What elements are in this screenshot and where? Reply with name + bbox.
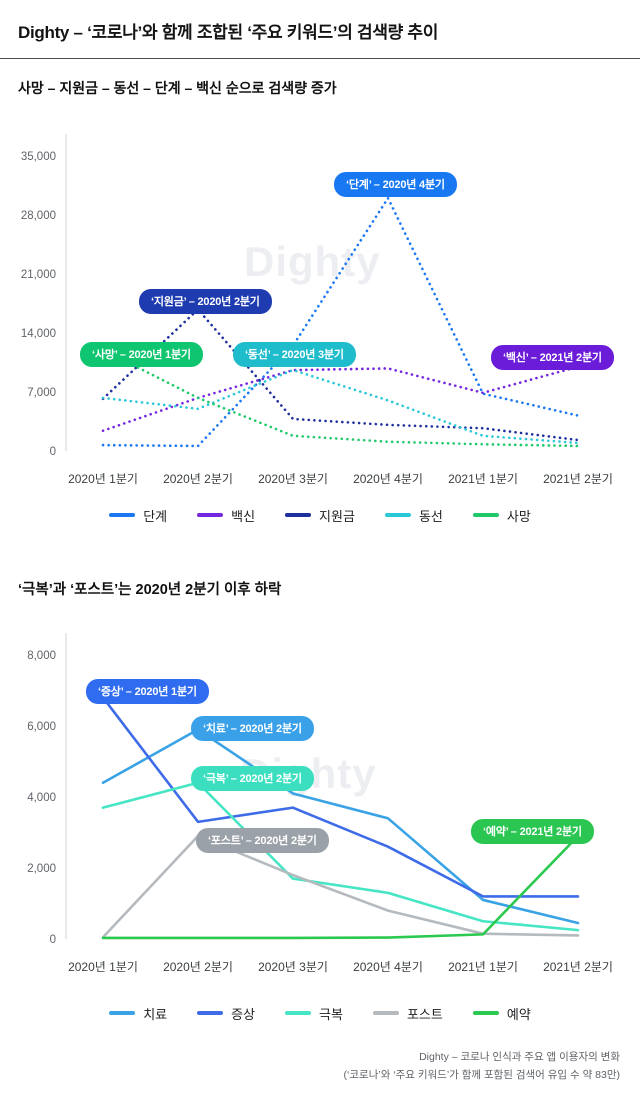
legend-label: 극복 (319, 1006, 343, 1022)
legend-label: 치료 (143, 1006, 168, 1022)
x-tick-label: 2020년 4분기 (353, 472, 423, 486)
series-line-증상 (101, 696, 580, 898)
header: Dighty – ‘코로나’와 함께 조합된 ‘주요 키워드’의 검색량 추이 (0, 0, 640, 59)
legend-swatch (285, 513, 312, 517)
x-tick-label: 2021년 2분기 (543, 472, 613, 486)
series-line-예약 (101, 834, 580, 940)
legend-swatch (197, 1011, 224, 1015)
legend-swatch (109, 513, 136, 517)
legend-swatch (472, 513, 499, 517)
legend-label: 단계 (143, 508, 168, 524)
section-keyword-trend: 사망 – 지원금 – 동선 – 단계 – 백신 순으로 검색량 증가 Dight… (0, 59, 640, 525)
y-tick-label: 2,000 (27, 863, 56, 875)
x-tick-label: 2020년 4분기 (353, 960, 423, 974)
annotation-pill-chiryo: ‘치료’ – 2020년 2분기 (191, 716, 314, 741)
y-tick-label: 7,000 (27, 387, 56, 399)
x-tick-label: 2020년 1분기 (68, 960, 138, 974)
footer-note-line: (‘코로나’와 ‘주요 키워드’가 함께 포함된 검색어 유입 수 약 83만) (343, 1068, 620, 1081)
series-line-동선 (101, 368, 580, 445)
annotation-pill-yeyak: ‘예약’ – 2021년 2분기 (471, 819, 594, 844)
series-line-치료 (101, 728, 580, 925)
section1-subtitle: 사망 – 지원금 – 동선 – 단계 – 백신 순으로 검색량 증가 (18, 80, 337, 96)
annotation-pill-dongseon: ‘동선’ – 2020년 3분기 (233, 342, 356, 367)
legend-swatch (197, 513, 224, 517)
annotation-pill-samang: ‘사망’ – 2020년 1분기 (80, 342, 203, 367)
legend-label: 예약 (506, 1006, 531, 1022)
annotation-pill-dangye: ‘단계’ – 2020년 4분기 (334, 172, 457, 197)
legend-item: 예약 (472, 1004, 531, 1023)
legend-label: 백신 (231, 508, 256, 524)
legend-item: 증상 (197, 1004, 255, 1023)
chart1-area: Dighty 0 7,000 14,000 21,000 28,000 35,000 202… (0, 109, 640, 499)
y-tick-label: 35,000 (21, 151, 56, 163)
legend-item: 백신 (197, 506, 255, 525)
legend-item: 치료 (109, 1004, 167, 1023)
legend-label: 증상 (231, 1006, 256, 1022)
y-tick-label: 28,000 (21, 210, 56, 222)
legend-swatch (472, 1011, 499, 1015)
legend-label: 포스트 (406, 1006, 443, 1022)
legend-item: 단계 (109, 506, 167, 525)
series-line-백신 (101, 365, 580, 433)
annotation-pill-jeungsang: ‘증상’ – 2020년 1분기 (86, 679, 209, 704)
annotation-pill-jiwongeum: ‘지원금’ – 2020년 2분기 (139, 289, 272, 314)
series-line-지원금 (101, 308, 580, 442)
section-decline-trend: ‘극복’과 ‘포스트’는 2020년 2분기 이후 하락 Dighty 02,0… (0, 525, 640, 1023)
x-tick-label: 2021년 1분기 (448, 472, 518, 486)
series-line-사망 (101, 348, 580, 448)
legend-label: 사망 (506, 508, 531, 524)
chart2-legend: 치료 증상 극복 포스트 예약 (0, 1003, 640, 1023)
y-tick-label: 0 (50, 446, 56, 458)
y-tick-label: 14,000 (21, 328, 56, 340)
footer-source-line: Dighty – 코로나 인식과 주요 앱 이용자의 변화 (419, 1051, 620, 1063)
line-chart-decline: 0 2,000 4,000 6,000 8,000 2020년 1분기 2020년 2분기 2… (27, 633, 613, 974)
legend-swatch (109, 1011, 136, 1015)
series-line-단계 (101, 196, 580, 448)
section2-title: ‘극복’과 ‘포스트’는 2020년 2분기 이후 하락 (18, 582, 282, 598)
y-tick-label: 8,000 (27, 650, 56, 662)
series-line-극복 (101, 781, 580, 932)
x-tick-label: 2021년 2분기 (543, 960, 613, 974)
annotation-pill-geukbok: ‘극복’ – 2020년 2분기 (191, 766, 314, 791)
y-tick-label: 6,000 (27, 721, 56, 733)
series-line-포스트 (101, 834, 580, 939)
chart1-legend: 단계 백신 지원금 동선 사망 (0, 505, 640, 525)
x-tick-label: 2020년 2분기 (163, 960, 233, 974)
page-title: Dighty – ‘코로나’와 함께 조합된 ‘주요 키워드’의 검색량 추이 (18, 23, 439, 42)
legend-label: 동선 (418, 508, 443, 524)
y-tick-label: 21,000 (21, 269, 56, 281)
legend-item: 극복 (285, 1004, 343, 1023)
legend-item: 동선 (384, 506, 443, 525)
x-tick-label: 2020년 1분기 (68, 472, 138, 486)
legend-label: 지원금 (319, 508, 355, 524)
footer: Dighty – 코로나 인식과 주요 앱 이용자의 변화 (‘코로나’와 ‘주… (0, 1049, 640, 1085)
x-tick-label: 2021년 1분기 (448, 960, 518, 974)
legend-swatch (384, 513, 411, 517)
x-tick-label: 2020년 3분기 (258, 960, 328, 974)
legend-item: 지원금 (285, 506, 355, 525)
legend-swatch (285, 1011, 312, 1015)
line-chart-keywords: 0 7,000 14,000 21,000 28,000 35,000 2020년 1분기 2… (21, 134, 613, 486)
annotation-pill-baeksin: ‘백신’ – 2021년 2분기 (491, 345, 614, 370)
y-tick-label: 0 (50, 934, 56, 946)
x-tick-label: 2020년 2분기 (163, 472, 233, 486)
y-tick-label: 4,000 (27, 792, 56, 804)
legend-item: 포스트 (372, 1004, 443, 1023)
legend-item: 사망 (472, 506, 531, 525)
x-tick-label: 2020년 3분기 (258, 472, 328, 486)
legend-swatch (372, 1011, 399, 1015)
annotation-pill-post: ‘포스트’ – 2020년 2분기 (196, 828, 329, 853)
